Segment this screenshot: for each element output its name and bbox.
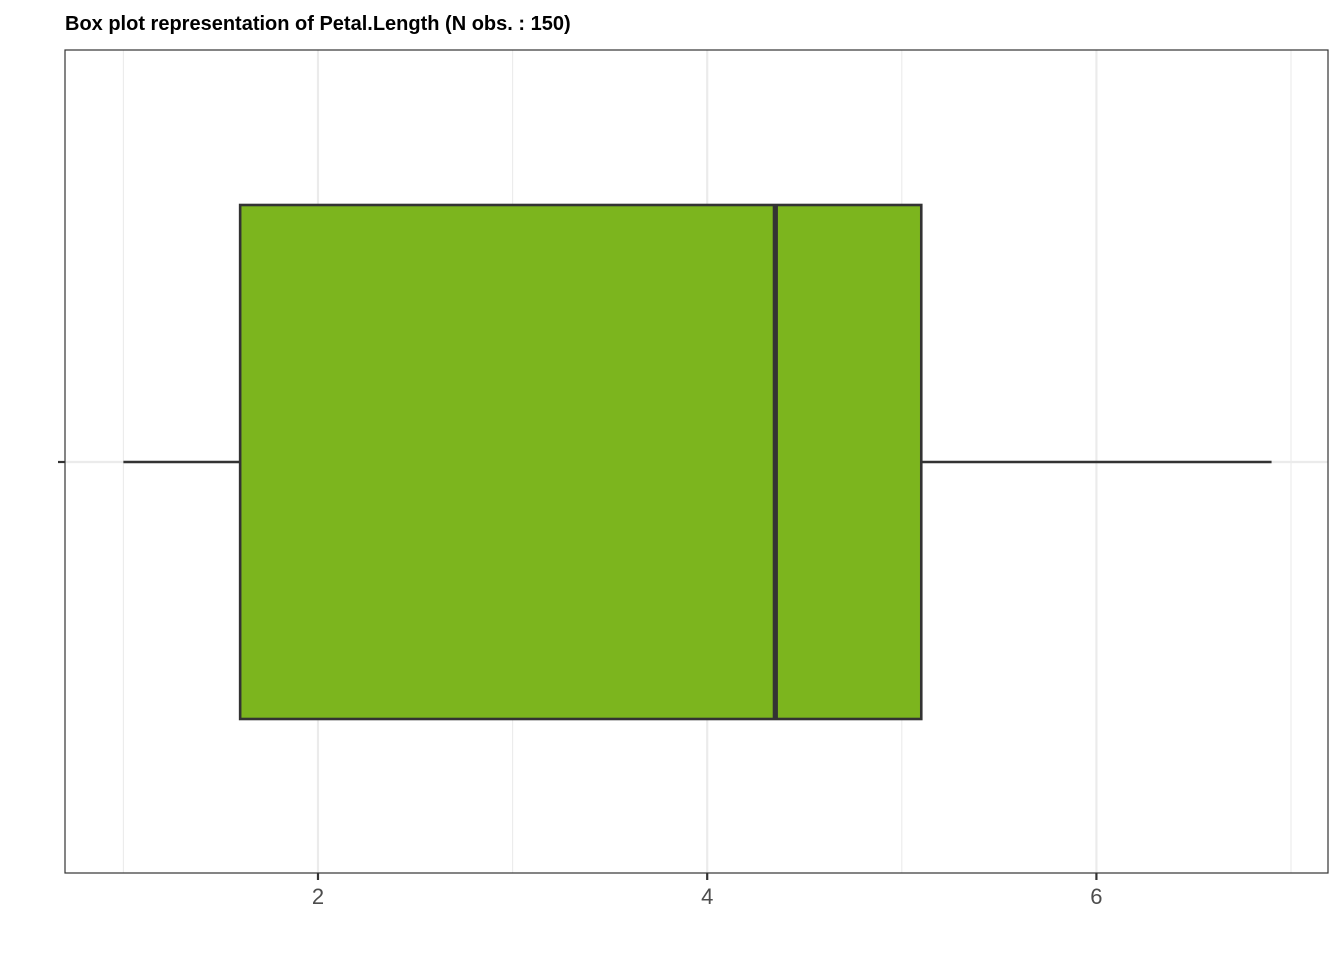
interquartile-box bbox=[238, 203, 923, 721]
x-tick-label: 6 bbox=[1090, 884, 1102, 909]
x-axis: 2 4 6 bbox=[58, 460, 1103, 909]
x-tick-label: 4 bbox=[701, 884, 713, 909]
plot-marks bbox=[123, 203, 1272, 721]
chart-title: Box plot representation of Petal.Length … bbox=[65, 13, 571, 35]
x-tick-label: 2 bbox=[312, 884, 324, 909]
